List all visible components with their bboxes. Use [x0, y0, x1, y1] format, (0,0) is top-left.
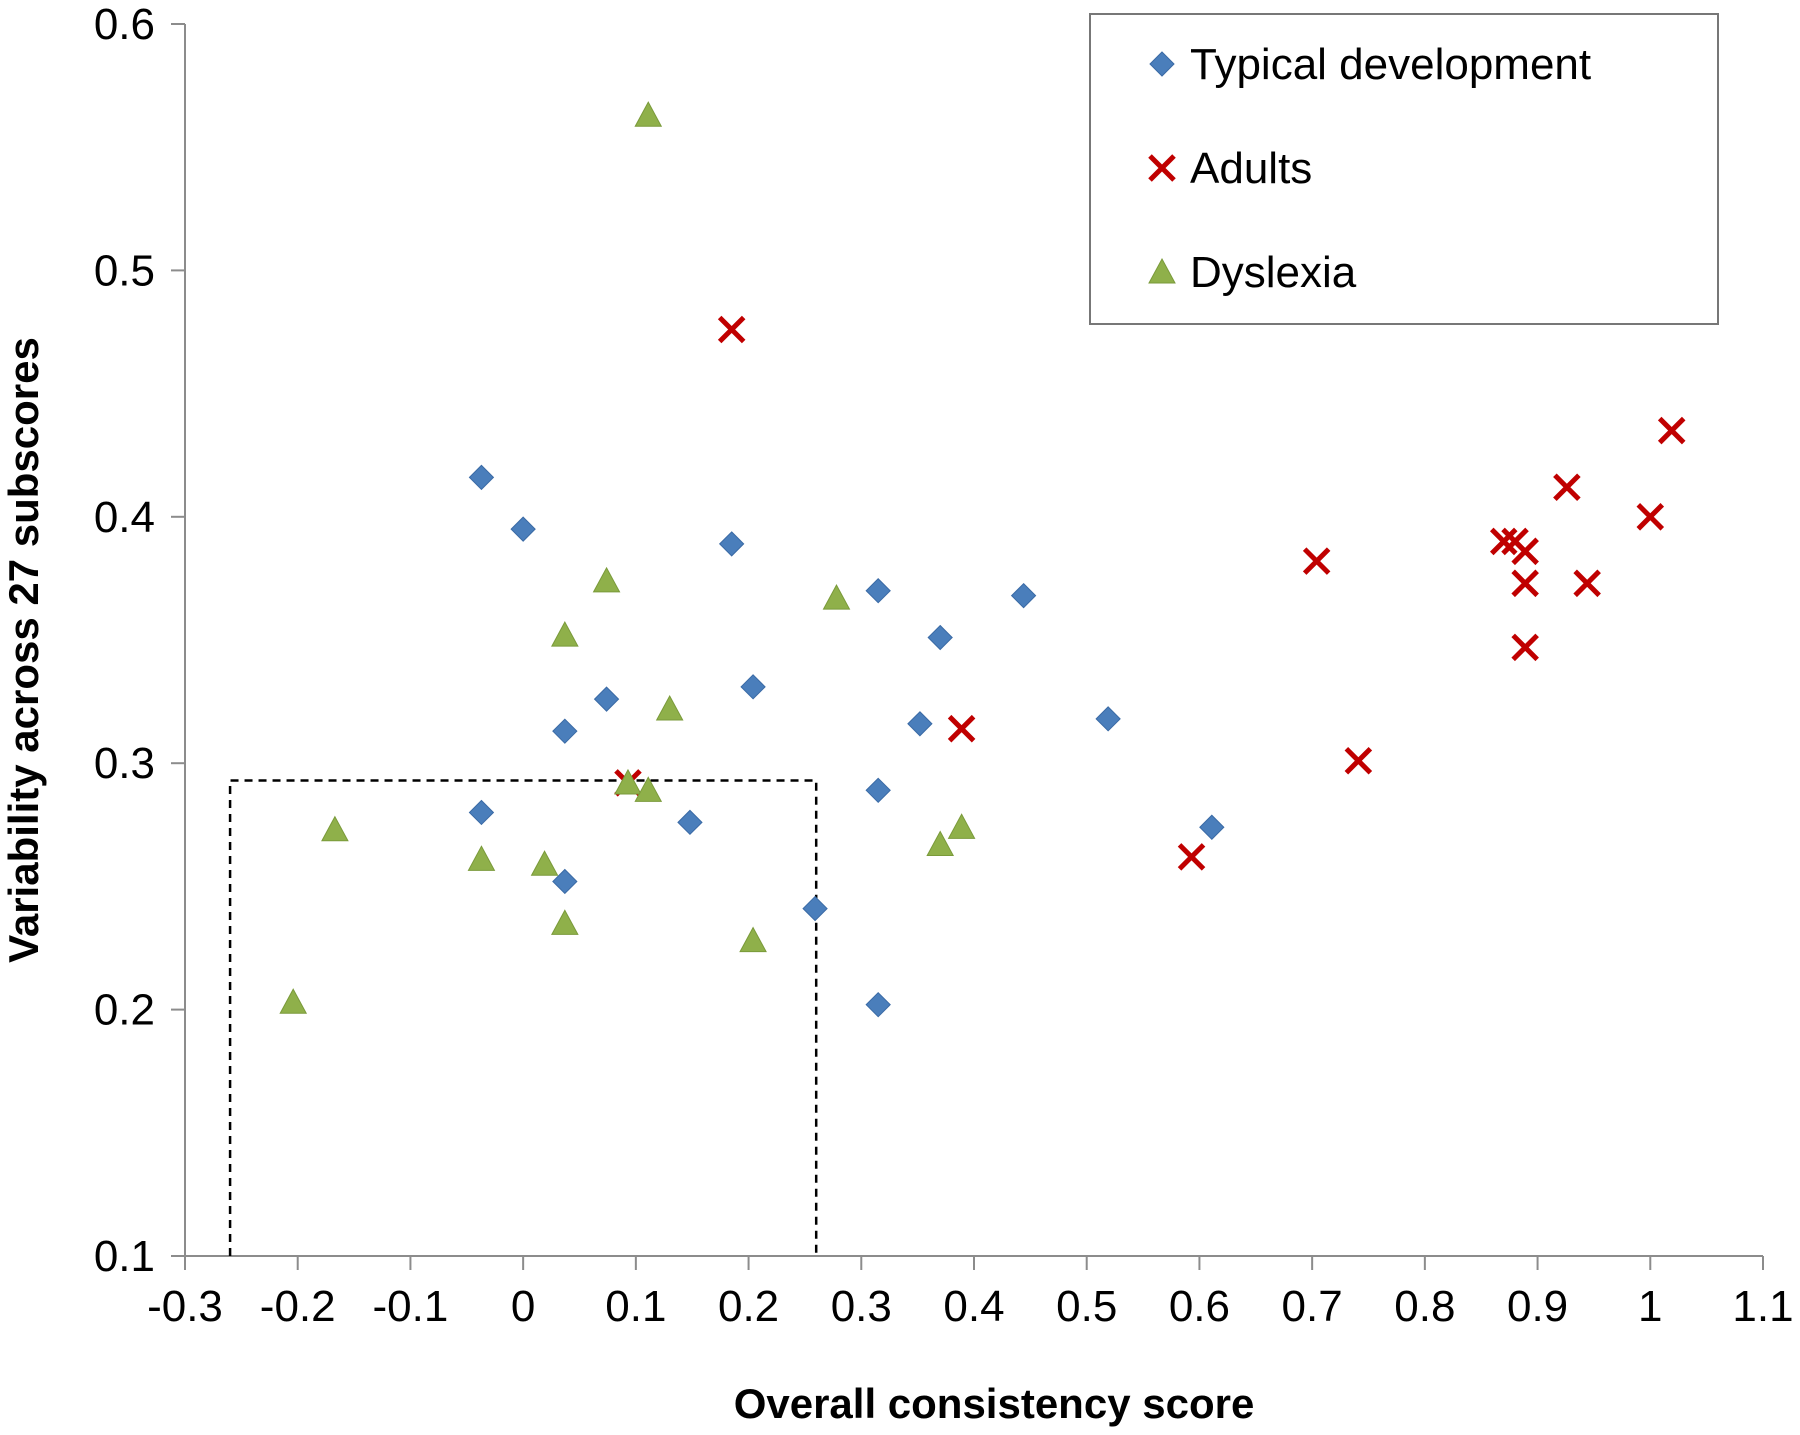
data-point-typical-development: [1095, 706, 1121, 732]
data-point-typical-development: [677, 809, 703, 836]
data-point-typical-development: [1010, 582, 1037, 609]
y-tick-label: 0.3: [94, 739, 155, 788]
legend: Typical development Adults Dyslexia: [1089, 13, 1719, 325]
x-tick-label: 0.9: [1507, 1282, 1568, 1331]
legend-box: [1089, 13, 1719, 325]
data-point-typical-development: [865, 991, 891, 1018]
data-point-typical-development: [593, 686, 620, 712]
data-point-adults: [1489, 527, 1518, 556]
x-tick-label: -0.1: [373, 1282, 449, 1331]
data-point-typical-development: [740, 674, 766, 700]
data-point-dyslexia: [822, 584, 851, 610]
y-tick-label: 0.1: [94, 1232, 155, 1281]
data-point-dyslexia: [321, 815, 349, 842]
x-tick-label: 0.1: [605, 1282, 666, 1331]
dashed-region-box: [228, 779, 818, 1256]
x-tick-label: 0.6: [1169, 1282, 1230, 1331]
data-point-adults: [1302, 547, 1331, 575]
x-tick-label: 0: [511, 1282, 535, 1331]
data-point-adults: [1511, 569, 1539, 598]
legend-label-adults: Adults: [1190, 144, 1312, 193]
data-point-adults: [717, 315, 746, 344]
data-point-dyslexia: [530, 850, 559, 876]
data-point-typical-development: [468, 464, 495, 491]
x-tick-label: 0.2: [718, 1282, 779, 1331]
data-point-typical-development: [510, 516, 536, 542]
legend-marker-typical-development: [1149, 51, 1175, 77]
x-tick-label: 0.4: [943, 1282, 1004, 1331]
legend-marker-adults: [1148, 154, 1176, 182]
data-point-dyslexia: [739, 926, 767, 953]
data-point-typical-development: [802, 895, 828, 922]
y-tick-label: 0.2: [94, 986, 155, 1035]
data-point-dyslexia: [592, 566, 621, 593]
data-point-typical-development: [865, 578, 891, 604]
data-point-dyslexia: [634, 101, 663, 127]
data-point-dyslexia: [655, 694, 684, 721]
data-point-dyslexia: [947, 813, 976, 839]
data-point-adults: [1553, 473, 1581, 501]
data-point-dyslexia: [279, 988, 308, 1014]
data-point-typical-development: [907, 711, 933, 737]
data-point-dyslexia: [614, 768, 642, 795]
plot-area: 0.1 0.2 0.3 0.4 0.5 0.6 -0.3 -0.2 -0.1 0 0.1 0.2 0.3…: [94, 0, 1794, 1331]
y-axis-title: Variability across 27 subscores: [0, 337, 47, 963]
data-point-typical-development: [468, 799, 495, 826]
y-tick-label: 0.5: [94, 246, 155, 295]
x-tick-label: 0.3: [831, 1282, 892, 1331]
data-point-typical-development: [552, 718, 578, 744]
x-tick-label: 0.7: [1282, 1282, 1343, 1331]
x-tick-label: 0.5: [1056, 1282, 1117, 1331]
x-tick-label: -0.3: [147, 1282, 223, 1331]
data-point-dyslexia: [551, 909, 579, 935]
x-axis-title: Overall consistency score: [734, 1380, 1255, 1427]
data-point-typical-development: [865, 777, 891, 804]
data-point-typical-development: [552, 868, 578, 895]
data-point-adults: [1636, 503, 1665, 531]
data-point-adults: [1573, 569, 1601, 598]
x-tick-label: 0.8: [1394, 1282, 1455, 1331]
data-point-adults: [1511, 633, 1539, 662]
series-typical-development: [468, 464, 1225, 1018]
data-point-adults: [1657, 416, 1686, 445]
x-tick-label: 1.1: [1732, 1282, 1793, 1331]
data-point-typical-development: [1199, 814, 1225, 840]
data-point-dyslexia: [926, 830, 955, 857]
legend-label-dyslexia: Dyslexia: [1190, 248, 1357, 297]
data-point-adults: [1177, 843, 1206, 871]
legend-label-typical-development: Typical development: [1190, 40, 1591, 89]
data-point-adults: [1511, 537, 1539, 566]
data-point-adults: [1344, 746, 1373, 775]
data-point-dyslexia: [467, 845, 496, 871]
data-point-typical-development: [718, 531, 745, 557]
legend-marker-dyslexia: [1148, 257, 1176, 284]
data-point-typical-development: [927, 624, 953, 651]
series-dyslexia: [279, 101, 976, 1014]
data-point-dyslexia: [634, 776, 663, 802]
x-tick-label: -0.2: [260, 1282, 336, 1331]
y-tick-label: 0.6: [94, 0, 155, 49]
series-adults: [614, 315, 1686, 871]
data-point-adults: [947, 714, 976, 743]
y-tick-label: 0.4: [94, 493, 155, 542]
data-point-dyslexia: [551, 621, 579, 647]
x-tick-label: 1: [1638, 1282, 1662, 1331]
